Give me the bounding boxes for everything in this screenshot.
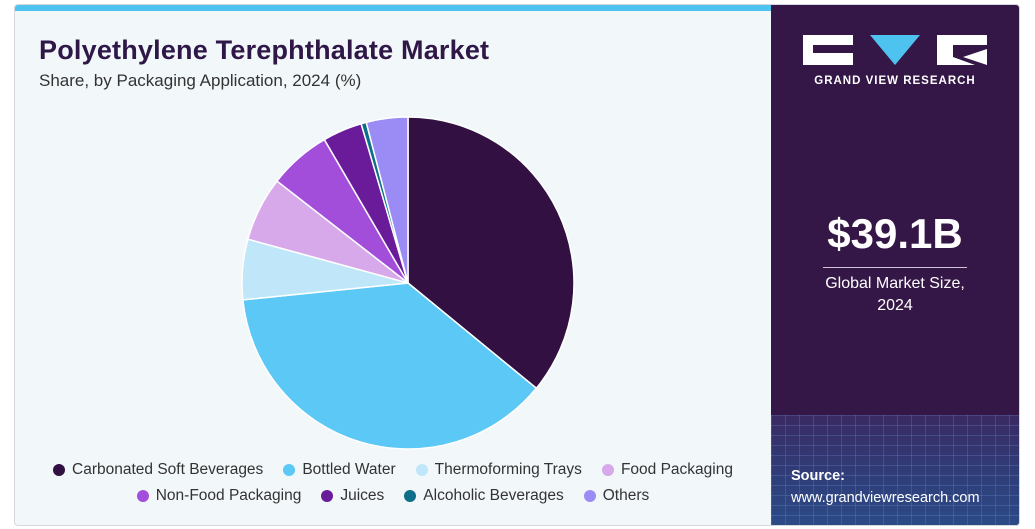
logo-mark-icon [803,35,987,65]
legend-swatch-icon [415,464,428,476]
decorative-grid [771,415,1019,525]
pie-slice-bottled-water [242,282,538,450]
legend-item: Food Packaging [601,461,733,479]
accent-bar [15,5,771,11]
legend-row: Non-Food Packaging Juices Alcoholic Bevera… [15,483,771,509]
legend-label: Bottled Water [302,461,396,478]
legend-swatch-icon [53,464,66,476]
legend-swatch-icon [136,490,149,502]
market-caption-year: 2024 [877,297,913,314]
source-label: Source: [791,468,845,484]
market-size-value: $39.1B [827,210,963,257]
source-url-link[interactable]: www.grandviewresearch.com [791,490,980,506]
pie-slice-carbonated-soft-beverages [407,116,575,390]
summary-panel: GRAND VIEW RESEARCH $39.1B Global Market… [771,5,1019,525]
legend-item: Non-Food Packaging [136,487,302,505]
chart-legend: Carbonated Soft Beverages Bottled Water Th… [15,457,771,509]
legend-label: Food Packaging [620,461,733,478]
pie-slice-others [365,116,409,284]
divider [823,267,967,268]
legend-label: Juices [340,487,385,504]
legend-label: Thermoforming Trays [434,461,582,478]
legend-swatch-icon [283,464,296,476]
brand-logo: GRAND VIEW RESEARCH [803,35,987,95]
legend-item: Others [583,487,650,505]
brand-name: GRAND VIEW RESEARCH [814,75,976,87]
chart-subtitle: Share, by Packaging Application, 2024 (%… [39,71,362,90]
legend-label: Others [602,487,650,504]
legend-item: Thermoforming Trays [415,461,582,479]
market-size-caption: Global Market Size, 2024 [771,273,1019,317]
legend-item: Alcoholic Beverages [404,487,564,505]
infographic-card: Polyethylene Terephthalate Market Share,… [14,4,1020,526]
chart-panel: Polyethylene Terephthalate Market Share,… [15,5,771,525]
legend-swatch-icon [583,490,596,502]
legend-swatch-icon [321,490,334,502]
legend-item: Bottled Water [283,461,396,479]
legend-item: Carbonated Soft Beverages [53,461,263,479]
legend-label: Alcoholic Beverages [423,487,564,504]
legend-row: Carbonated Soft Beverages Bottled Water Th… [15,457,771,483]
pie-chart [241,116,575,450]
market-caption-line: Global Market Size, [825,275,965,292]
legend-swatch-icon [601,464,614,476]
legend-swatch-icon [404,490,417,502]
legend-label: Carbonated Soft Beverages [72,461,264,478]
legend-label: Non-Food Packaging [155,487,302,504]
chart-title: Polyethylene Terephthalate Market [39,35,490,65]
legend-item: Juices [321,487,384,505]
